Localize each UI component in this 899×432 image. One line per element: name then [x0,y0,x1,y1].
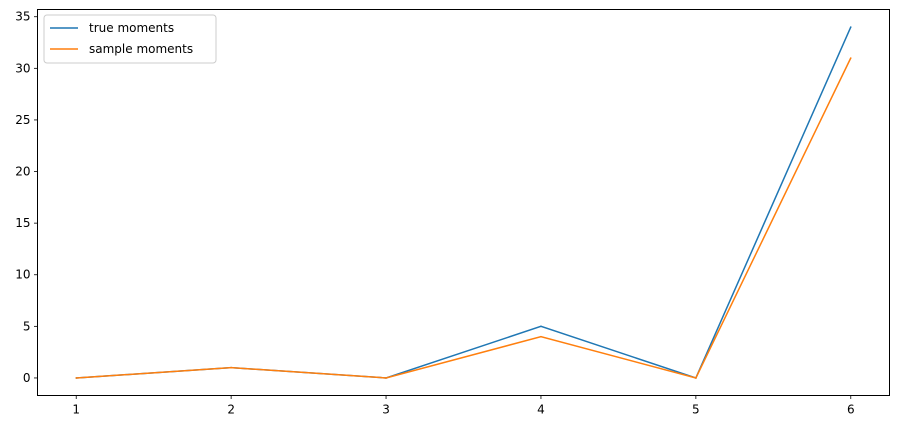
legend-label: true moments [89,21,174,35]
y-tick-label: 5 [23,319,31,333]
x-tick-label: 6 [847,403,855,417]
y-tick-label: 0 [23,371,31,385]
x-tick-label: 2 [227,403,235,417]
legend-box [43,14,217,64]
legend-label: sample moments [89,42,193,56]
y-tick-label: 35 [15,10,30,24]
data-point [230,366,232,369]
data-point [75,377,78,379]
x-tick-label: 5 [692,403,700,417]
data-point [849,57,852,59]
y-tick-label: 15 [15,216,30,230]
x-tick-label: 3 [382,403,390,417]
x-tick-label: 1 [72,403,80,417]
series-line-true-moments [76,26,852,379]
series-line-sample-moments [76,57,852,379]
data-point [385,377,387,379]
data-point [849,26,852,28]
axes-frame [37,9,890,396]
y-tick-label: 10 [15,268,30,282]
data-point [540,325,542,328]
legend: true moments sample moments [43,14,217,64]
y-tick-label: 20 [15,165,30,179]
y-tick-label: 30 [15,61,30,75]
data-point [695,377,697,379]
y-tick-label: 25 [15,113,30,127]
data-point [540,335,542,338]
x-tick-label: 4 [537,403,545,417]
